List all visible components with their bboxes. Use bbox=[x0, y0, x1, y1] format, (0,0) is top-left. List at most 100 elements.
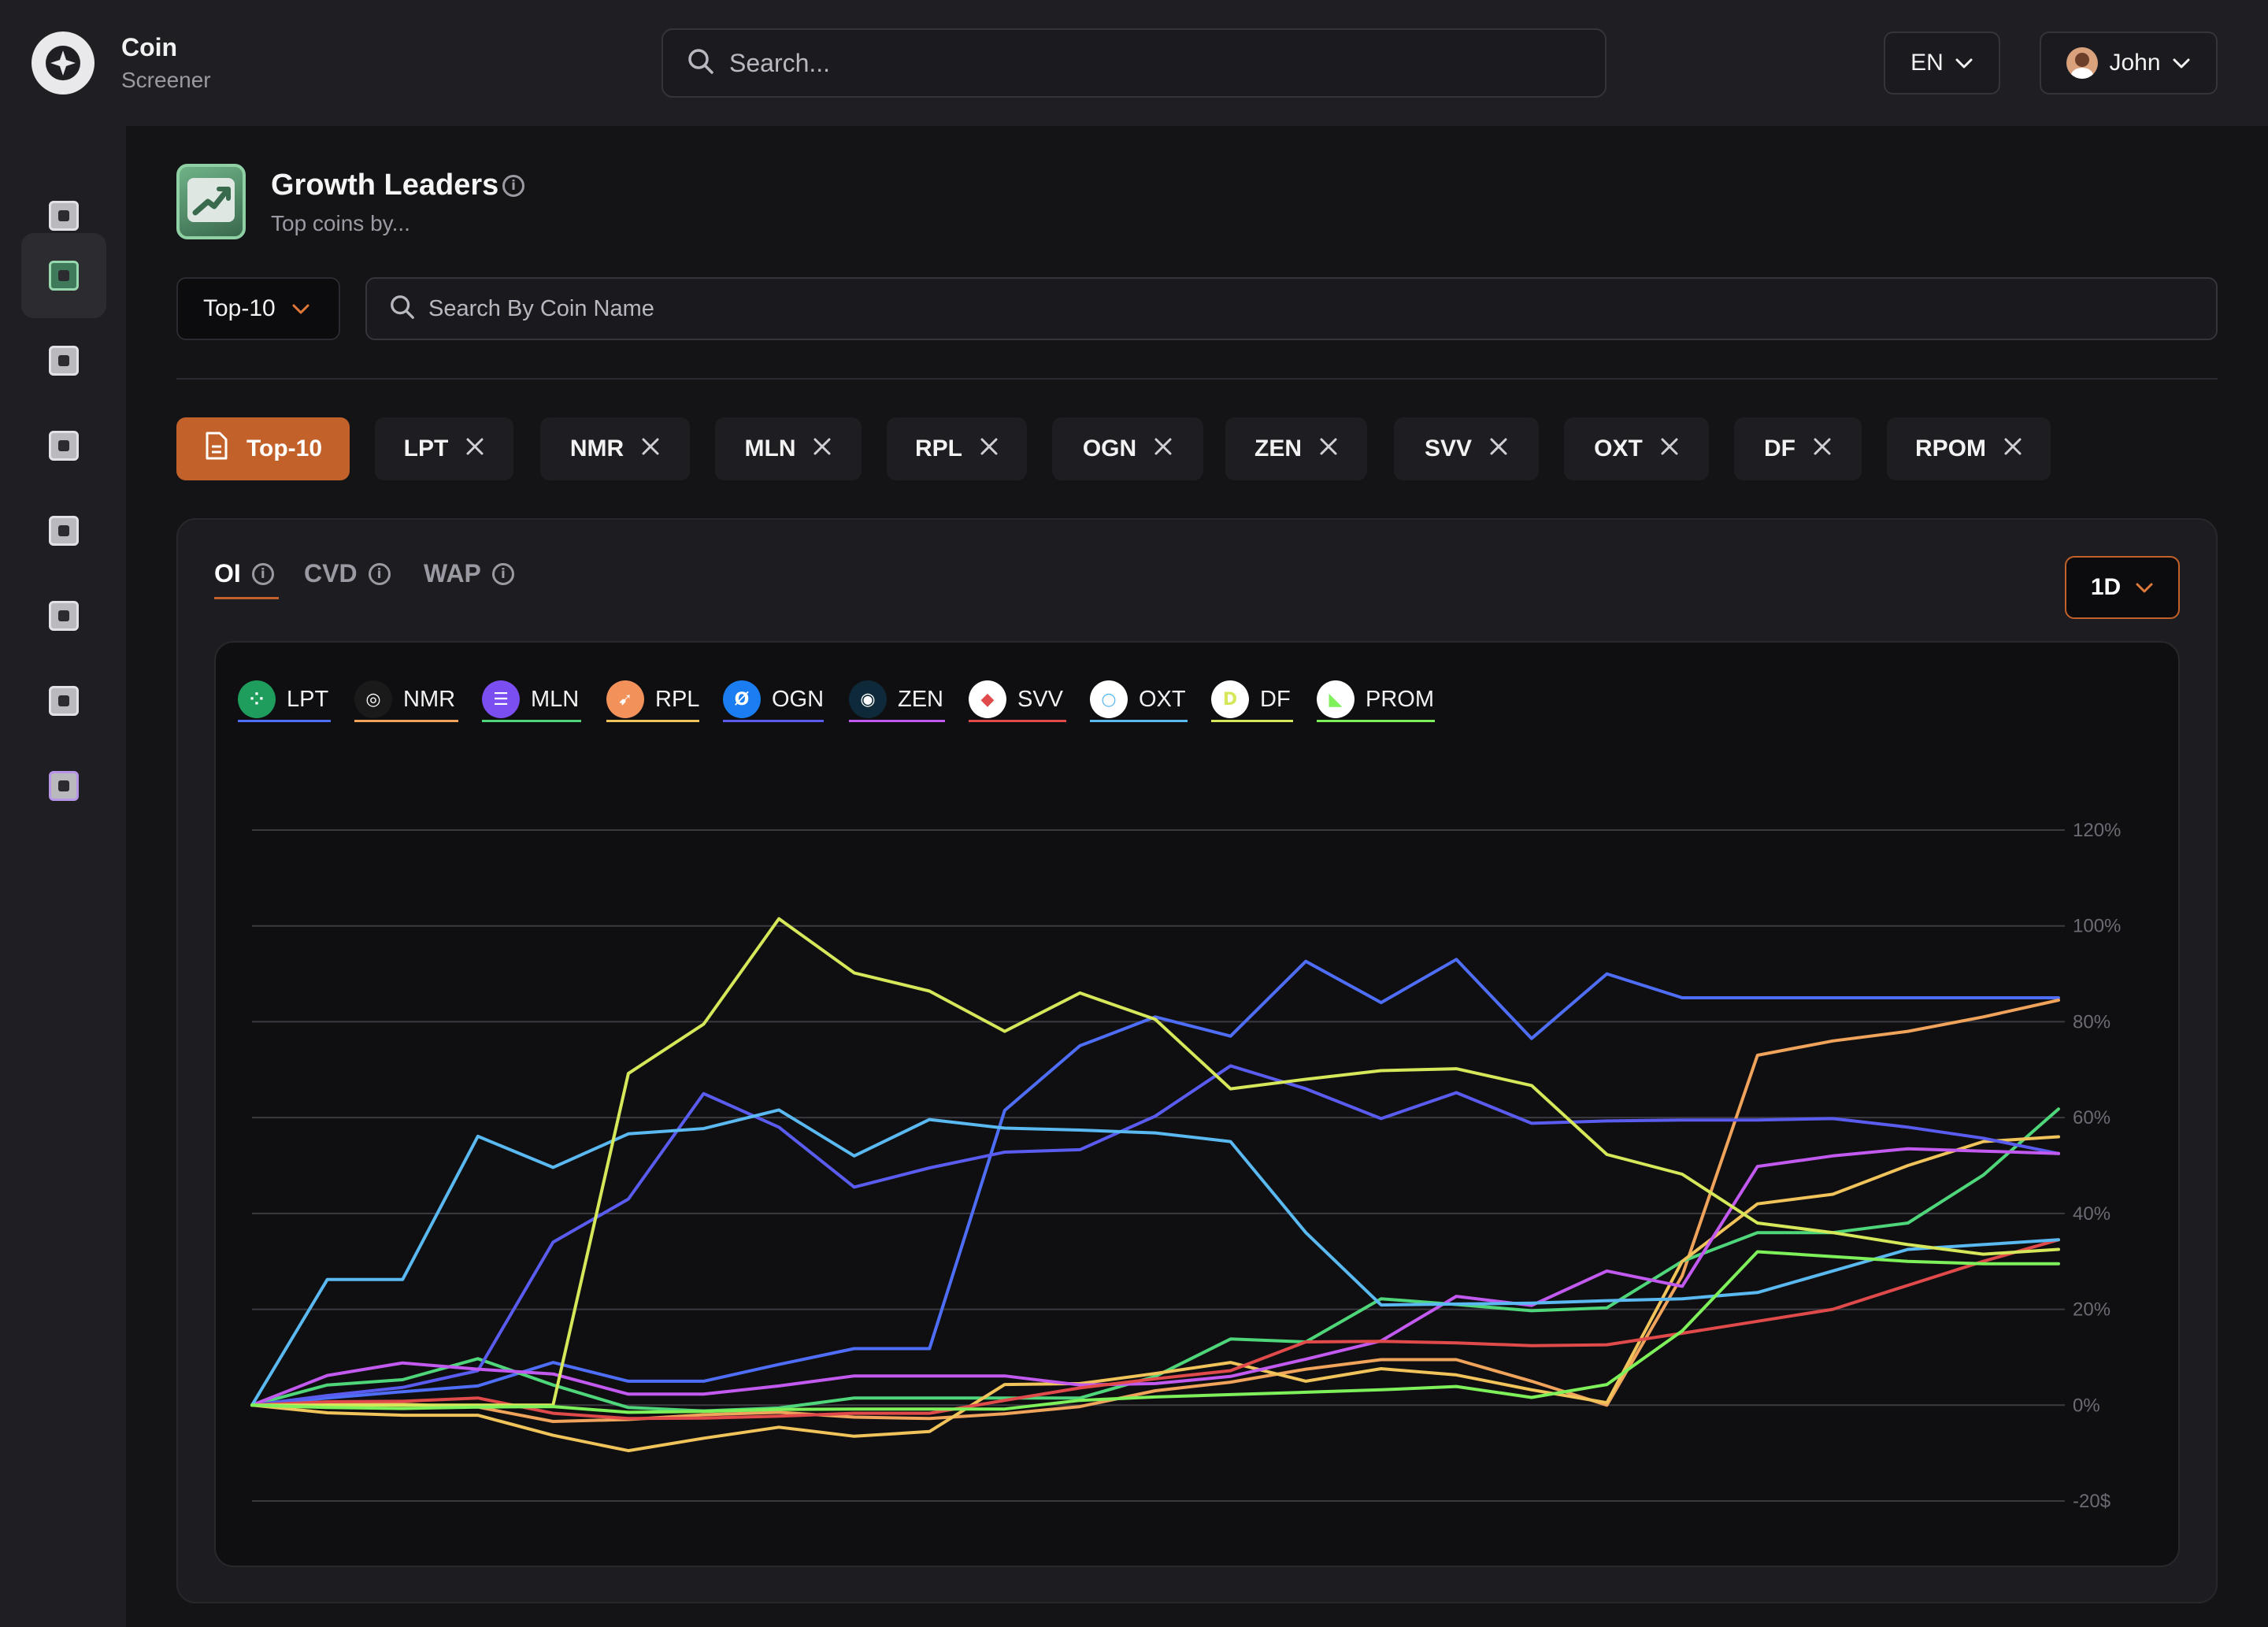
legend-underline bbox=[354, 720, 458, 722]
close-icon[interactable] bbox=[813, 435, 832, 462]
close-icon[interactable] bbox=[1154, 435, 1173, 462]
df-logo-icon: D bbox=[1211, 680, 1249, 718]
growth-leaders-icon bbox=[176, 164, 246, 239]
legend-underline bbox=[1317, 720, 1435, 722]
chip-coin[interactable]: OGN bbox=[1052, 417, 1203, 480]
language-select[interactable]: EN bbox=[1884, 32, 2000, 95]
close-icon[interactable] bbox=[1660, 435, 1679, 462]
chip-label: ZEN bbox=[1254, 435, 1302, 461]
info-icon[interactable]: i bbox=[368, 562, 391, 585]
close-icon[interactable] bbox=[1813, 435, 1832, 462]
close-icon[interactable] bbox=[641, 435, 660, 462]
legend-underline bbox=[482, 720, 581, 722]
bell-icon bbox=[49, 601, 79, 631]
home-icon bbox=[49, 201, 79, 231]
nmr-logo-icon: ◎ bbox=[354, 680, 392, 718]
user-menu[interactable]: John bbox=[2040, 32, 2218, 95]
coin-search[interactable] bbox=[365, 277, 2218, 340]
chip-label: NMR bbox=[569, 435, 624, 461]
chip-coin[interactable]: MLN bbox=[715, 417, 862, 480]
chip-label: Top-10 bbox=[246, 435, 323, 461]
sidebar-item-circle[interactable] bbox=[21, 658, 106, 743]
brand-logo-icon[interactable] bbox=[32, 32, 94, 95]
legend-item-nmr[interactable]: ◎ NMR bbox=[354, 676, 455, 723]
close-icon[interactable] bbox=[980, 435, 999, 462]
chip-coin[interactable]: OXT bbox=[1564, 417, 1709, 480]
legend-underline bbox=[238, 720, 331, 722]
chip-coin[interactable]: RPOM bbox=[1887, 417, 2051, 480]
rpl-logo-icon: ➹ bbox=[606, 680, 644, 718]
chevron-down-icon bbox=[2135, 574, 2154, 601]
sidebar-item-dollar[interactable] bbox=[21, 403, 106, 488]
chip-top-10[interactable]: Top-10 bbox=[176, 417, 350, 480]
global-search-input[interactable] bbox=[729, 48, 1517, 78]
info-icon[interactable]: i bbox=[491, 562, 514, 585]
chevron-down-icon bbox=[1955, 50, 1973, 76]
legend-label: ZEN bbox=[898, 686, 943, 712]
chip-coin[interactable]: RPL bbox=[887, 417, 1027, 480]
legend-item-lpt[interactable]: ⁘ LPT bbox=[238, 676, 328, 723]
dollar-icon bbox=[49, 431, 79, 461]
coin-search-input[interactable] bbox=[428, 295, 2003, 322]
chip-coin[interactable]: DF bbox=[1734, 417, 1862, 480]
tab-cvd[interactable]: CVD i bbox=[304, 559, 391, 588]
period-value: 1D bbox=[2090, 574, 2122, 600]
page-subtitle: Top coins by... bbox=[271, 211, 410, 235]
briefcase-icon bbox=[49, 771, 79, 801]
info-icon[interactable]: i bbox=[502, 175, 524, 197]
legend-label: MLN bbox=[531, 686, 580, 712]
tab-label: OI bbox=[214, 559, 241, 587]
chip-coin[interactable]: NMR bbox=[540, 417, 690, 480]
legend-label: PROM bbox=[1366, 686, 1434, 712]
legend-label: SVV bbox=[1017, 686, 1064, 712]
top-n-select[interactable]: Top-10 bbox=[176, 277, 340, 340]
close-icon[interactable] bbox=[1319, 435, 1338, 462]
legend-item-prom[interactable]: ◣ PROM bbox=[1317, 676, 1434, 723]
sidebar-item-growth[interactable] bbox=[21, 233, 106, 318]
chevron-down-icon bbox=[291, 295, 310, 322]
chip-label: DF bbox=[1764, 435, 1796, 461]
zen-logo-icon: ◉ bbox=[849, 680, 887, 718]
legend-item-df[interactable]: D DF bbox=[1211, 676, 1291, 723]
tab-wap[interactable]: WAP i bbox=[424, 559, 514, 588]
sidebar-item-briefcase[interactable] bbox=[21, 743, 106, 828]
legend-label: OGN bbox=[772, 686, 825, 712]
legend-label: DF bbox=[1260, 686, 1291, 712]
search-icon bbox=[389, 294, 416, 324]
ogn-logo-icon: Ø bbox=[723, 680, 761, 718]
global-search[interactable] bbox=[662, 28, 1606, 98]
sidebar-item-grid[interactable] bbox=[21, 488, 106, 573]
close-icon[interactable] bbox=[465, 435, 484, 462]
chip-label: SVV bbox=[1424, 435, 1473, 461]
chip-label: LPT bbox=[403, 435, 449, 461]
legend-label: OXT bbox=[1139, 686, 1186, 712]
period-select[interactable]: 1D bbox=[2065, 556, 2180, 619]
legend-underline bbox=[1211, 720, 1293, 722]
camera-icon bbox=[49, 346, 79, 376]
chip-coin[interactable]: SVV bbox=[1394, 417, 1539, 480]
legend-item-svv[interactable]: ◆ SVV bbox=[969, 676, 1063, 723]
sidebar-item-home[interactable] bbox=[21, 173, 106, 258]
info-icon[interactable]: i bbox=[251, 562, 274, 585]
page-title: Growth Leaders bbox=[271, 169, 499, 202]
chart-growth-icon bbox=[49, 261, 79, 291]
sidebar-item-camera[interactable] bbox=[21, 318, 106, 403]
legend-item-ogn[interactable]: Ø OGN bbox=[723, 676, 824, 723]
legend-label: NMR bbox=[403, 686, 456, 712]
legend-item-zen[interactable]: ◉ ZEN bbox=[849, 676, 943, 723]
chip-label: RPL bbox=[915, 435, 962, 461]
language-label: EN bbox=[1910, 50, 1944, 76]
close-icon[interactable] bbox=[2003, 435, 2022, 462]
legend-underline bbox=[849, 720, 945, 722]
legend-underline bbox=[1090, 720, 1188, 722]
tab-oi[interactable]: OI i bbox=[214, 559, 274, 588]
legend-item-rpl[interactable]: ➹ RPL bbox=[606, 676, 699, 723]
legend-item-mln[interactable]: ☰ MLN bbox=[482, 676, 579, 723]
document-icon bbox=[204, 431, 229, 467]
legend-underline bbox=[969, 720, 1066, 722]
legend-item-oxt[interactable]: ○ OXT bbox=[1090, 676, 1186, 723]
sidebar-item-bell[interactable] bbox=[21, 573, 106, 658]
close-icon[interactable] bbox=[1489, 435, 1508, 462]
chip-coin[interactable]: LPT bbox=[375, 417, 513, 480]
chip-coin[interactable]: ZEN bbox=[1225, 417, 1367, 480]
